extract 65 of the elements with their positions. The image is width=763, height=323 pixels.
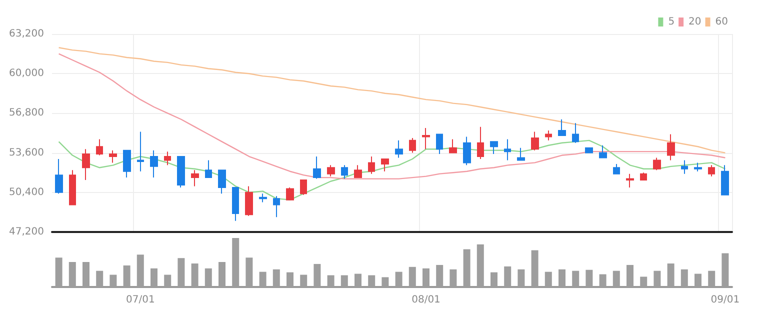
legend-label: 60: [715, 16, 728, 28]
candlestick: [218, 170, 226, 194]
legend-label: 5: [668, 16, 675, 28]
candlestick: [69, 170, 76, 206]
candlestick: [259, 193, 267, 203]
candlestick: [653, 157, 661, 171]
candlestick: [177, 156, 185, 188]
candlestick: [313, 156, 321, 180]
y-tick-label: 63,200: [9, 28, 44, 40]
candlestick: [721, 164, 729, 196]
x-tick-label: 09/01: [710, 294, 740, 306]
candlestick: [164, 151, 171, 166]
candlestick: [381, 158, 389, 172]
y-tick-label: 56,800: [9, 108, 44, 119]
candlestick: [477, 126, 484, 160]
candlestick: [150, 150, 158, 178]
candlestick: [708, 164, 715, 177]
candlestick: [96, 138, 103, 156]
candlestick: [449, 138, 457, 154]
candlestick: [123, 150, 131, 178]
candlestick: [109, 150, 117, 164]
candlestick: [463, 136, 471, 166]
candlestick: [585, 147, 593, 154]
candlestick: [205, 160, 212, 178]
candlestick: [409, 137, 416, 154]
legend-label: 20: [688, 16, 702, 28]
candlestick: [667, 134, 675, 161]
candlestick: [640, 172, 647, 181]
candlestick: [232, 186, 239, 222]
candlestick: [545, 130, 552, 141]
candlestick: [368, 156, 375, 174]
x-tick-label: 07/01: [126, 294, 155, 306]
candlestick: [681, 160, 688, 174]
line-series: [58, 53, 726, 180]
y-tick-label: 53,600: [9, 147, 44, 158]
candlestick: [436, 134, 443, 155]
candlestick: [354, 164, 362, 178]
line-series: [58, 47, 726, 154]
candlestick: [504, 138, 511, 161]
candlestick: [245, 186, 253, 216]
candlestick: [531, 131, 539, 151]
y-tick-label: 50,400: [9, 186, 44, 198]
candlestick: [137, 131, 144, 172]
candlestick: [286, 186, 294, 200]
candlestick: [572, 122, 579, 144]
y-tick-label: 60,000: [9, 68, 44, 80]
x-tick-label: 08/01: [412, 294, 440, 306]
candlestick: [613, 163, 620, 174]
candlestick: [82, 148, 90, 181]
candlestick: [327, 164, 335, 177]
y-tick-label: 47,200: [9, 226, 44, 238]
candlestick: [599, 144, 607, 158]
candlestick: [300, 180, 307, 196]
candlestick: [55, 158, 63, 194]
candlestick: [191, 170, 199, 187]
candlestick: [626, 173, 634, 188]
line-series: [58, 140, 726, 200]
candlestick: [273, 196, 280, 218]
candlestick: [694, 162, 702, 172]
candlestick: [395, 140, 403, 158]
candlestick: [558, 118, 566, 136]
candlestick: [490, 141, 498, 155]
candlestick: [341, 164, 348, 180]
candlestick: [422, 128, 430, 150]
candlestick: [517, 147, 525, 161]
